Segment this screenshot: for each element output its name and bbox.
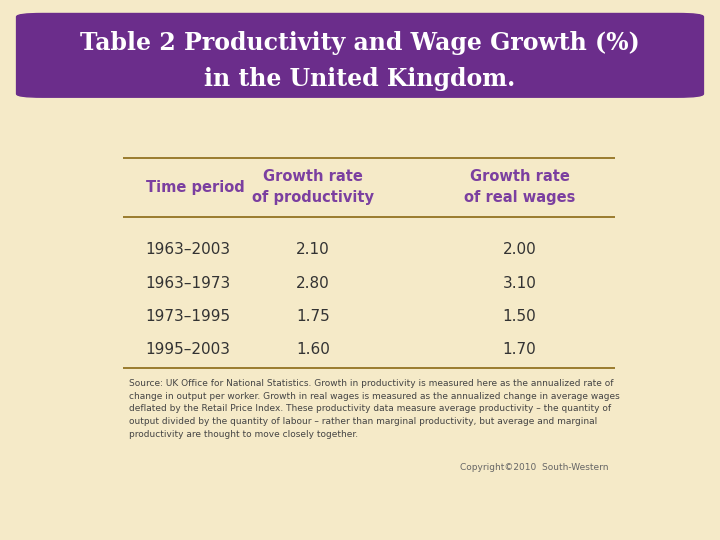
Text: 2.10: 2.10 bbox=[297, 242, 330, 258]
Text: Copyright©2010  South-Western: Copyright©2010 South-Western bbox=[461, 463, 609, 472]
Text: in the United Kingdom.: in the United Kingdom. bbox=[204, 67, 516, 91]
Text: 1.70: 1.70 bbox=[503, 342, 536, 357]
Text: Source: UK Office for National Statistics. Growth in productivity is measured he: Source: UK Office for National Statistic… bbox=[129, 379, 620, 439]
Text: 2.80: 2.80 bbox=[297, 275, 330, 291]
Text: 1995–2003: 1995–2003 bbox=[145, 342, 231, 357]
Text: 1963–2003: 1963–2003 bbox=[145, 242, 231, 258]
Text: 2.00: 2.00 bbox=[503, 242, 536, 258]
Text: Time period: Time period bbox=[145, 180, 245, 195]
Text: 1.50: 1.50 bbox=[503, 309, 536, 324]
Text: 1.60: 1.60 bbox=[296, 342, 330, 357]
FancyBboxPatch shape bbox=[17, 14, 703, 97]
Text: 1.75: 1.75 bbox=[297, 309, 330, 324]
Text: Table 2 Productivity and Wage Growth (%): Table 2 Productivity and Wage Growth (%) bbox=[80, 31, 640, 55]
Text: 1963–1973: 1963–1973 bbox=[145, 275, 231, 291]
Text: Growth rate
of real wages: Growth rate of real wages bbox=[464, 170, 575, 205]
Text: 1973–1995: 1973–1995 bbox=[145, 309, 231, 324]
Text: Growth rate
of productivity: Growth rate of productivity bbox=[252, 170, 374, 205]
Text: 3.10: 3.10 bbox=[503, 275, 536, 291]
